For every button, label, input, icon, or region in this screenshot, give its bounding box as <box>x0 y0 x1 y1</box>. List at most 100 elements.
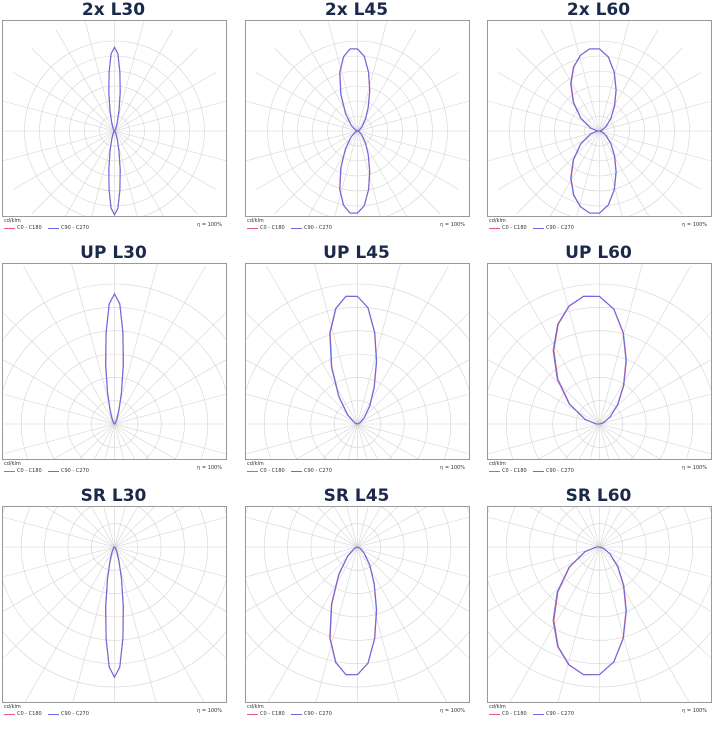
unit-label: cd/klm <box>4 461 21 467</box>
polar-plot <box>487 20 712 217</box>
chart-title: UP L30 <box>80 243 147 263</box>
legend-item-c0-c180: C0 - C180 <box>489 711 527 717</box>
chart-2x-l30: 2x L30 cd/klm C0 - C180 C90 - C270 η = 1… <box>0 0 227 243</box>
series-line-c0-c180-down <box>553 546 627 676</box>
series-line-c90-c270-up <box>329 295 378 425</box>
unit-label: cd/klm <box>4 218 21 224</box>
efficiency-label: η = 100% <box>440 222 465 228</box>
legend-swatch-c0 <box>247 713 258 715</box>
series-line-c90-c270-up <box>105 292 124 425</box>
legend-label: C0 - C180 <box>17 468 42 474</box>
polar-plot <box>2 506 227 703</box>
efficiency-label: η = 100% <box>197 222 222 228</box>
legend-item-c0-c180: C0 - C180 <box>247 468 285 474</box>
series-line-c90-c270-down <box>329 546 378 676</box>
legend-item-c0-c180: C0 - C180 <box>247 225 285 231</box>
series-line-c0-c180-down <box>329 546 377 676</box>
chart-up-l30: UP L30 cd/klm C0 - C180 C90 - C270 η = 1… <box>0 243 227 486</box>
series-line-c0-c180-up <box>553 295 627 425</box>
series-line-c90-c270-down <box>108 130 121 216</box>
efficiency-label: η = 100% <box>682 222 707 228</box>
legend-swatch-c0 <box>4 227 15 229</box>
chart-title: UP L45 <box>323 243 390 263</box>
polar-grid <box>3 507 226 702</box>
polar-plot <box>487 506 712 703</box>
legend-label: C0 - C180 <box>17 225 42 231</box>
legend-label: C90 - C270 <box>61 468 89 474</box>
legend-label: C90 - C270 <box>546 468 574 474</box>
series-line-c0-c180-up <box>329 295 377 425</box>
chart-legend: cd/klm C0 - C180 C90 - C270 η = 100% <box>487 703 710 725</box>
legend-swatch-c90 <box>48 227 59 229</box>
efficiency-label: η = 100% <box>440 465 465 471</box>
unit-label: cd/klm <box>247 218 264 224</box>
polar-plot <box>2 263 227 460</box>
chart-sr-l45: SR L45 cd/klm C0 - C180 C90 - C270 η = 1… <box>243 486 470 729</box>
polar-plot-svg <box>488 507 711 702</box>
polar-plot-svg <box>3 264 226 459</box>
polar-plot-svg <box>488 264 711 459</box>
legend-swatch-c0 <box>247 227 258 229</box>
polar-plot <box>245 20 470 217</box>
legend-label: C90 - C270 <box>546 711 574 717</box>
unit-label: cd/klm <box>247 704 264 710</box>
legend-item-c90-c270: C90 - C270 <box>48 468 89 474</box>
series-line-c90-c270-down <box>552 546 627 676</box>
unit-label: cd/klm <box>489 461 506 467</box>
chart-sr-l60: SR L60 cd/klm C0 - C180 C90 - C270 η = 1… <box>485 486 712 729</box>
chart-legend: cd/klm C0 - C180 C90 - C270 η = 100% <box>487 460 710 482</box>
legend-swatch-c90 <box>533 227 544 229</box>
chart-sr-l30: SR L30 cd/klm C0 - C180 C90 - C270 η = 1… <box>0 486 227 729</box>
efficiency-label: η = 100% <box>197 708 222 714</box>
legend-swatch-c0 <box>489 227 500 229</box>
legend-swatch-c0 <box>4 713 15 715</box>
chart-title: UP L60 <box>565 243 632 263</box>
legend-label: C0 - C180 <box>502 468 527 474</box>
legend-label: C90 - C270 <box>61 225 89 231</box>
efficiency-label: η = 100% <box>682 465 707 471</box>
legend-label: C90 - C270 <box>61 711 89 717</box>
series-line-c90-c270-down <box>339 130 371 214</box>
series-line-c90-c270-down <box>570 130 617 214</box>
chart-legend: cd/klm C0 - C180 C90 - C270 η = 100% <box>487 217 710 239</box>
legend-item-c90-c270: C90 - C270 <box>291 468 332 474</box>
series-line-c90-c270-up <box>570 48 617 132</box>
polar-plot-svg <box>246 21 469 216</box>
legend-label: C0 - C180 <box>502 711 527 717</box>
legend-label: C0 - C180 <box>17 711 42 717</box>
legend-item-c0-c180: C0 - C180 <box>4 711 42 717</box>
legend-swatch-c90 <box>48 713 59 715</box>
chart-title: 2x L30 <box>81 0 146 20</box>
legend-item-c90-c270: C90 - C270 <box>291 711 332 717</box>
legend-item-c0-c180: C0 - C180 <box>4 225 42 231</box>
efficiency-label: η = 100% <box>440 708 465 714</box>
polar-plot-svg <box>3 21 226 216</box>
chart-title: SR L60 <box>565 486 632 506</box>
chart-legend: cd/klm C0 - C180 C90 - C270 η = 100% <box>245 703 468 725</box>
legend-swatch-c0 <box>247 470 258 472</box>
polar-grid <box>246 264 469 459</box>
chart-up-l60: UP L60 cd/klm C0 - C180 C90 - C270 η = 1… <box>485 243 712 486</box>
polar-grid <box>488 507 711 702</box>
legend-item-c0-c180: C0 - C180 <box>489 468 527 474</box>
chart-legend: cd/klm C0 - C180 C90 - C270 η = 100% <box>2 217 225 239</box>
chart-legend: cd/klm C0 - C180 C90 - C270 η = 100% <box>245 217 468 239</box>
chart-legend: cd/klm C0 - C180 C90 - C270 η = 100% <box>2 460 225 482</box>
legend-item-c90-c270: C90 - C270 <box>48 225 89 231</box>
unit-label: cd/klm <box>4 704 21 710</box>
chart-legend: cd/klm C0 - C180 C90 - C270 η = 100% <box>245 460 468 482</box>
legend-label: C90 - C270 <box>304 711 332 717</box>
legend-label: C0 - C180 <box>502 225 527 231</box>
chart-up-l45: UP L45 cd/klm C0 - C180 C90 - C270 η = 1… <box>243 243 470 486</box>
chart-title: 2x L60 <box>566 0 631 20</box>
legend-swatch-c0 <box>4 470 15 472</box>
efficiency-label: η = 100% <box>197 465 222 471</box>
polar-grid <box>488 21 711 216</box>
polar-plot <box>245 506 470 703</box>
legend-item-c90-c270: C90 - C270 <box>48 711 89 717</box>
polar-grid <box>488 264 711 459</box>
legend-item-c0-c180: C0 - C180 <box>489 225 527 231</box>
chart-title: 2x L45 <box>324 0 389 20</box>
legend-label: C0 - C180 <box>260 225 285 231</box>
unit-label: cd/klm <box>247 461 264 467</box>
